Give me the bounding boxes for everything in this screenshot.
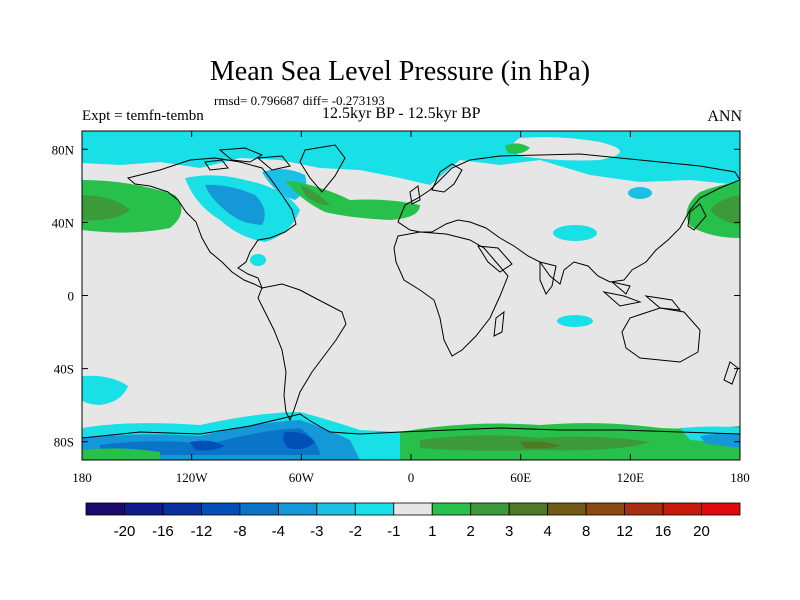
colorbar-label: 20 — [693, 523, 710, 540]
scandinavia-coast — [431, 163, 463, 193]
colorbar-label: -4 — [272, 523, 285, 540]
antarctic-east-negative-core — [700, 433, 740, 448]
pacific-negative-patch — [628, 187, 652, 199]
colorbar-label: 16 — [655, 523, 672, 540]
greenland-negative — [262, 169, 307, 200]
south-america-coast — [257, 283, 347, 422]
eurasia-coast — [397, 153, 740, 285]
arctic-green-patch — [505, 143, 530, 154]
antarctic-negative-core — [100, 428, 320, 455]
colorbar-box — [162, 502, 202, 516]
colorbar-label: -8 — [233, 523, 246, 540]
colorbar-box — [701, 502, 741, 516]
s-pacific-positive — [82, 448, 160, 460]
colorbar-label: -2 — [349, 523, 362, 540]
s-pacific-negative — [82, 375, 128, 405]
antarctica-coast — [82, 413, 740, 439]
uk-coast — [409, 185, 421, 205]
colorbar-label: 8 — [582, 523, 590, 540]
x-axis: 180 120W 60W 0 60E 120E 180 — [72, 131, 750, 485]
colorbar-box — [431, 502, 472, 516]
colorbar-box — [124, 502, 164, 516]
n-atlantic-positive-core — [300, 185, 330, 206]
n-pacific-positive-west-core — [82, 195, 130, 221]
experiment-label: Expt = temfn-tembn — [82, 108, 204, 124]
colorbar-box — [624, 502, 664, 516]
antarctic-negative-deep — [283, 431, 315, 450]
africa-coast — [393, 231, 509, 357]
colorbar-label: 3 — [505, 523, 513, 540]
n-atlantic-positive — [285, 180, 420, 220]
colorbar-box — [585, 502, 625, 516]
n-pacific-positive-east-core — [710, 195, 740, 225]
colorbar-label: 4 — [543, 523, 551, 540]
colorbar-label: 12 — [616, 523, 633, 540]
colorbar: -20 -16 -12 -8 -4 -3 -2 -1 1 2 3 4 8 12 16 20 — [85, 502, 741, 540]
season-label: ANN — [707, 108, 742, 125]
colorbar-box — [354, 502, 395, 516]
asia-negative-patch — [553, 225, 597, 241]
colorbar-box — [393, 502, 433, 516]
y-tick-label: 0 — [68, 289, 75, 304]
s-indian-positive-deep — [520, 441, 560, 449]
colorbar-box — [662, 502, 702, 516]
x-tick-label: 120E — [617, 470, 645, 485]
colorbar-label: -12 — [191, 523, 213, 540]
colorbar-label: -16 — [152, 523, 174, 540]
x-tick-label: 120W — [176, 470, 209, 485]
colorbar-box — [239, 502, 279, 516]
x-tick-label: 60W — [289, 470, 315, 485]
stats-label: rmsd= 0.796687 diff= -0.273193 — [214, 93, 385, 108]
colorbar-box — [277, 502, 318, 516]
arctic-islands-coast — [204, 147, 291, 171]
colorbar-box — [547, 502, 587, 516]
n-pacific-positive-west — [82, 180, 182, 233]
x-tick-label: 60E — [510, 470, 531, 485]
japan-coast — [687, 203, 707, 231]
x-tick-label: 180 — [72, 470, 92, 485]
new-zealand-coast — [723, 361, 739, 385]
pressure-field — [82, 131, 740, 460]
y-tick-label: 40N — [52, 215, 75, 230]
colorbar-label: 2 — [467, 523, 475, 540]
colorbar-label: -3 — [310, 523, 323, 540]
australia-coast — [621, 307, 701, 363]
y-tick-label: 80N — [52, 142, 75, 157]
caribbean-negative-patch — [250, 254, 266, 266]
x-tick-label: 0 — [408, 470, 415, 485]
indian-ocean-negative-patch — [557, 315, 593, 327]
se-asia-coast — [602, 281, 682, 311]
period-label: 12.5kyr BP - 12.5kyr BP — [322, 105, 481, 122]
chart-title: Mean Sea Level Pressure (in hPa) — [209, 56, 591, 87]
canada-negative-core — [205, 184, 265, 225]
colorbar-label: 1 — [428, 523, 436, 540]
colorbar-box — [201, 502, 241, 516]
greenland-coast — [299, 144, 346, 193]
colorbar-box — [85, 502, 125, 516]
colorbar-label: -20 — [114, 523, 136, 540]
x-tick-label: 180 — [730, 470, 750, 485]
y-tick-label: 80S — [54, 435, 74, 450]
arabia-coast — [477, 245, 513, 273]
y-tick-label: 40S — [54, 362, 74, 377]
colorbar-box — [470, 502, 510, 516]
y-axis: 80N 40N 0 40S 80S — [52, 142, 740, 450]
coastlines — [82, 144, 740, 439]
colorbar-label: -1 — [387, 523, 400, 540]
colorbar-box — [508, 502, 549, 516]
india-coast — [539, 261, 557, 295]
colorbar-box — [316, 502, 356, 516]
north-america-coast — [126, 157, 297, 290]
antarctic-negative-deep-2 — [190, 440, 225, 451]
madagascar-coast — [493, 310, 505, 337]
